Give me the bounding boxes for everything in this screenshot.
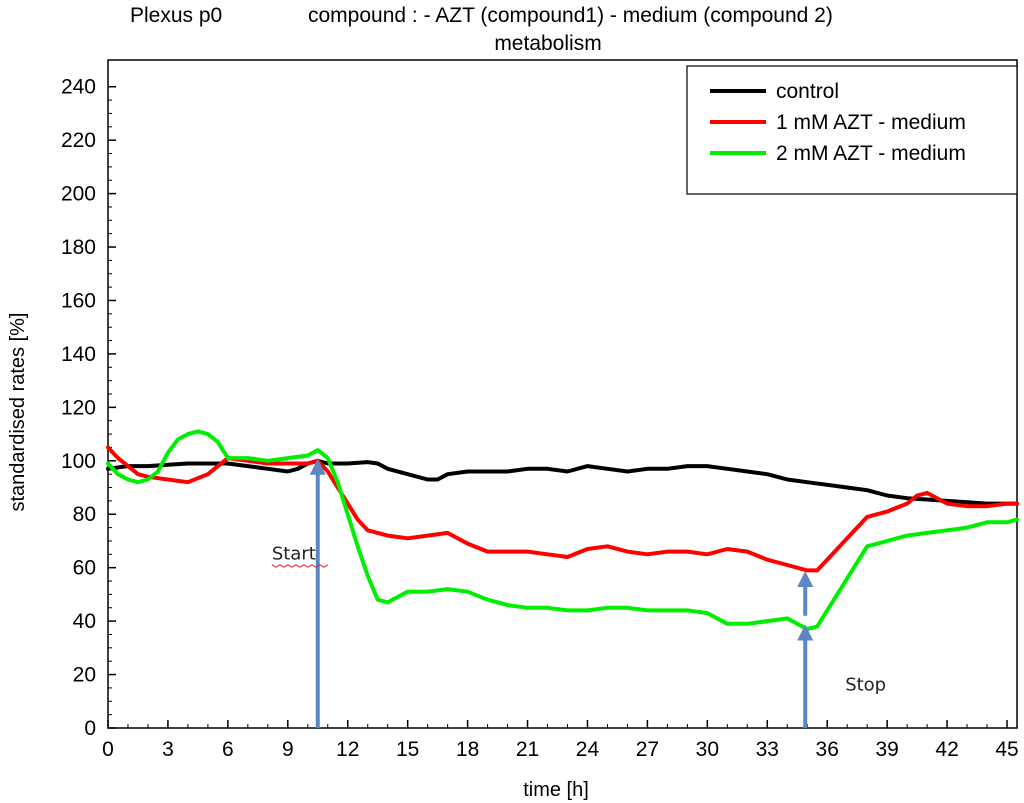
y-tick-label: 140 bbox=[61, 343, 96, 366]
legend-label-control: control bbox=[776, 80, 839, 103]
x-tick-label: 15 bbox=[396, 738, 419, 761]
series-line-2-mm-azt-medium bbox=[106, 429, 1019, 632]
legend-label-1-mm-azt-medium: 1 mM AZT - medium bbox=[776, 111, 966, 134]
y-tick-label: 0 bbox=[84, 717, 96, 740]
y-tick-label: 220 bbox=[61, 129, 96, 152]
x-tick-label: 42 bbox=[935, 738, 958, 761]
x-tick-label: 9 bbox=[282, 738, 294, 761]
y-tick-label: 120 bbox=[61, 396, 96, 419]
annotations: Start Stop bbox=[271, 544, 886, 696]
annotation-start: Start bbox=[272, 544, 316, 565]
spellcheck-underline bbox=[271, 564, 329, 568]
x-axis-label: time [h] bbox=[523, 779, 589, 801]
y-tick-label: 160 bbox=[61, 289, 96, 312]
legend-items: control 1 mM AZT - medium 2 mM AZT - mediu… bbox=[710, 80, 966, 165]
y-tick-label: 200 bbox=[61, 183, 96, 206]
series-line-1-mm-azt-medium bbox=[106, 445, 1019, 573]
y-tick-label: 80 bbox=[73, 503, 96, 526]
y-tick-label: 20 bbox=[73, 664, 96, 687]
y-tick-label: 60 bbox=[73, 557, 96, 580]
legend-label-2-mm-azt-medium: 2 mM AZT - medium bbox=[776, 142, 966, 165]
x-tick-label: 45 bbox=[995, 738, 1018, 761]
x-tick-label: 21 bbox=[516, 738, 539, 761]
y-axis-ticks: 0 20 40 60 80 100 120 140 160 180 200 220 240 bbox=[61, 76, 116, 740]
x-tick-label: 30 bbox=[696, 738, 719, 761]
legend: control 1 mM AZT - medium 2 mM AZT - mediu… bbox=[686, 65, 1018, 195]
chart-title-line2: metabolism bbox=[494, 32, 601, 55]
x-tick-label: 36 bbox=[816, 738, 839, 761]
y-axis-label: standardised rates [%] bbox=[7, 313, 29, 512]
x-tick-label: 24 bbox=[576, 738, 600, 761]
chart-title-left: Plexus p0 bbox=[130, 4, 222, 27]
y-tick-label: 40 bbox=[73, 610, 96, 633]
y-tick-label: 100 bbox=[61, 450, 96, 473]
x-tick-label: 18 bbox=[456, 738, 479, 761]
x-tick-label: 39 bbox=[875, 738, 898, 761]
x-tick-label: 27 bbox=[636, 738, 659, 761]
y-tick-label: 240 bbox=[61, 76, 96, 99]
x-tick-label: 0 bbox=[102, 738, 114, 761]
annotation-stop: Stop bbox=[845, 675, 886, 696]
x-tick-label: 3 bbox=[162, 738, 174, 761]
annotation-arrows bbox=[309, 458, 814, 728]
series-lines bbox=[106, 429, 1019, 632]
y-tick-label: 180 bbox=[61, 236, 96, 259]
x-tick-label: 12 bbox=[336, 738, 359, 761]
x-axis-ticks: 0 3 6 9 12 15 18 21 24 27 30 33 36 39 42 45 bbox=[102, 720, 1019, 761]
x-tick-label: 33 bbox=[756, 738, 779, 761]
series-line-control bbox=[106, 458, 1019, 506]
legend-frame bbox=[686, 65, 1018, 195]
x-tick-label: 6 bbox=[222, 738, 234, 761]
chart-title-right: compound : - AZT (compound1) - medium (c… bbox=[308, 4, 833, 27]
